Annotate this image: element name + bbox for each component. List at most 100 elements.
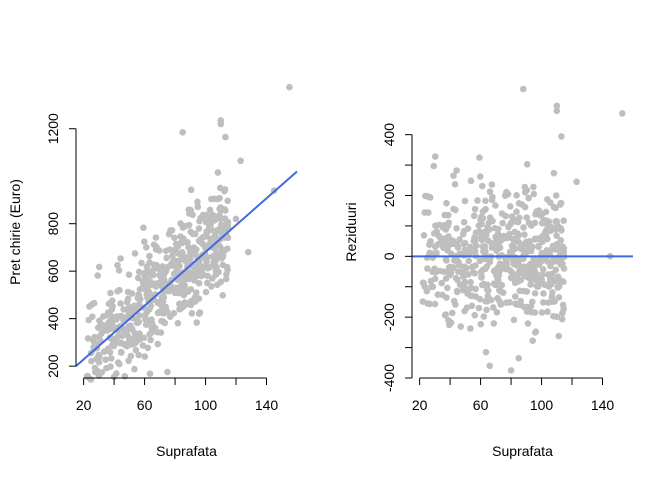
data-point	[555, 332, 562, 340]
data-point	[531, 236, 539, 243]
y-axis-title-right: Reziduuri	[343, 202, 359, 261]
data-point	[118, 313, 126, 321]
data-point	[88, 301, 95, 309]
x-tick-label: 20	[76, 397, 92, 413]
data-point	[476, 154, 483, 161]
data-point	[194, 203, 202, 211]
data-point	[511, 228, 519, 236]
data-point	[442, 311, 450, 318]
data-point	[484, 281, 491, 289]
data-point	[123, 298, 131, 306]
data-point	[426, 249, 433, 257]
data-point	[159, 267, 166, 275]
x-axis-title-left: Suprafata	[156, 443, 217, 459]
data-point	[431, 300, 439, 308]
data-point	[193, 319, 200, 326]
data-point	[488, 296, 495, 304]
data-point	[544, 196, 551, 203]
points-left	[83, 83, 293, 383]
data-point	[147, 336, 154, 344]
data-point	[456, 281, 464, 289]
data-point	[510, 316, 518, 324]
data-point	[492, 202, 499, 209]
data-point	[559, 309, 566, 317]
data-point	[125, 271, 133, 279]
data-point	[483, 306, 490, 314]
data-point	[187, 301, 195, 309]
data-point	[166, 313, 174, 321]
data-point	[476, 257, 484, 265]
data-point	[523, 214, 530, 221]
data-point	[286, 83, 293, 91]
data-point	[136, 312, 143, 319]
data-point	[168, 227, 176, 234]
data-point	[208, 195, 215, 203]
data-point	[484, 237, 492, 244]
data-point	[555, 294, 563, 301]
data-point	[558, 315, 566, 323]
data-point	[159, 272, 167, 280]
data-point	[548, 293, 556, 301]
data-point	[553, 107, 561, 115]
data-point	[521, 189, 529, 196]
data-point	[480, 313, 488, 320]
data-point	[171, 234, 178, 242]
data-point	[477, 320, 485, 328]
data-point	[464, 225, 472, 232]
data-point	[232, 215, 240, 223]
x-tick-label: 100	[194, 397, 218, 413]
data-point	[142, 314, 149, 322]
data-point	[508, 219, 515, 226]
data-point	[219, 261, 227, 269]
data-point	[224, 245, 231, 252]
data-point	[540, 290, 547, 297]
data-point	[146, 252, 153, 260]
data-point	[148, 281, 156, 288]
data-point	[472, 262, 479, 269]
data-point	[479, 182, 486, 190]
data-point	[555, 283, 563, 290]
data-point	[442, 256, 450, 264]
data-point	[453, 225, 460, 232]
data-point	[429, 283, 437, 291]
data-point	[539, 266, 547, 273]
x-tick-label: 20	[412, 397, 428, 413]
data-point	[552, 192, 560, 199]
data-point	[152, 234, 160, 241]
data-point	[560, 244, 568, 252]
data-point	[131, 250, 139, 257]
data-point	[88, 357, 95, 365]
data-point	[202, 242, 210, 250]
data-point	[502, 212, 510, 220]
data-point	[204, 264, 212, 272]
data-point	[445, 211, 452, 219]
data-point	[420, 279, 427, 287]
data-point	[140, 334, 148, 342]
data-point	[517, 276, 525, 284]
data-point	[619, 110, 626, 117]
data-point	[433, 228, 441, 235]
data-point	[507, 252, 515, 259]
data-point	[174, 319, 182, 327]
data-point	[443, 246, 451, 253]
data-point	[195, 225, 203, 232]
data-point	[188, 310, 196, 317]
data-point	[222, 133, 229, 141]
data-point	[424, 300, 431, 307]
data-point	[117, 349, 125, 356]
data-point	[178, 239, 186, 247]
data-point	[450, 205, 457, 213]
data-point	[445, 321, 453, 329]
data-point	[535, 261, 543, 268]
data-point	[511, 279, 519, 287]
y-tick-label: 200	[45, 354, 61, 378]
data-point	[141, 238, 148, 245]
data-point	[427, 238, 435, 245]
data-point	[467, 292, 474, 300]
x-tick-label: 60	[137, 397, 153, 413]
data-point	[440, 268, 448, 276]
panel-left: 20 60 100 140 200 400 600 800 1200 Suprafata Pre…	[7, 83, 298, 459]
data-point	[166, 246, 173, 253]
data-point	[560, 278, 567, 286]
data-point	[461, 239, 469, 247]
